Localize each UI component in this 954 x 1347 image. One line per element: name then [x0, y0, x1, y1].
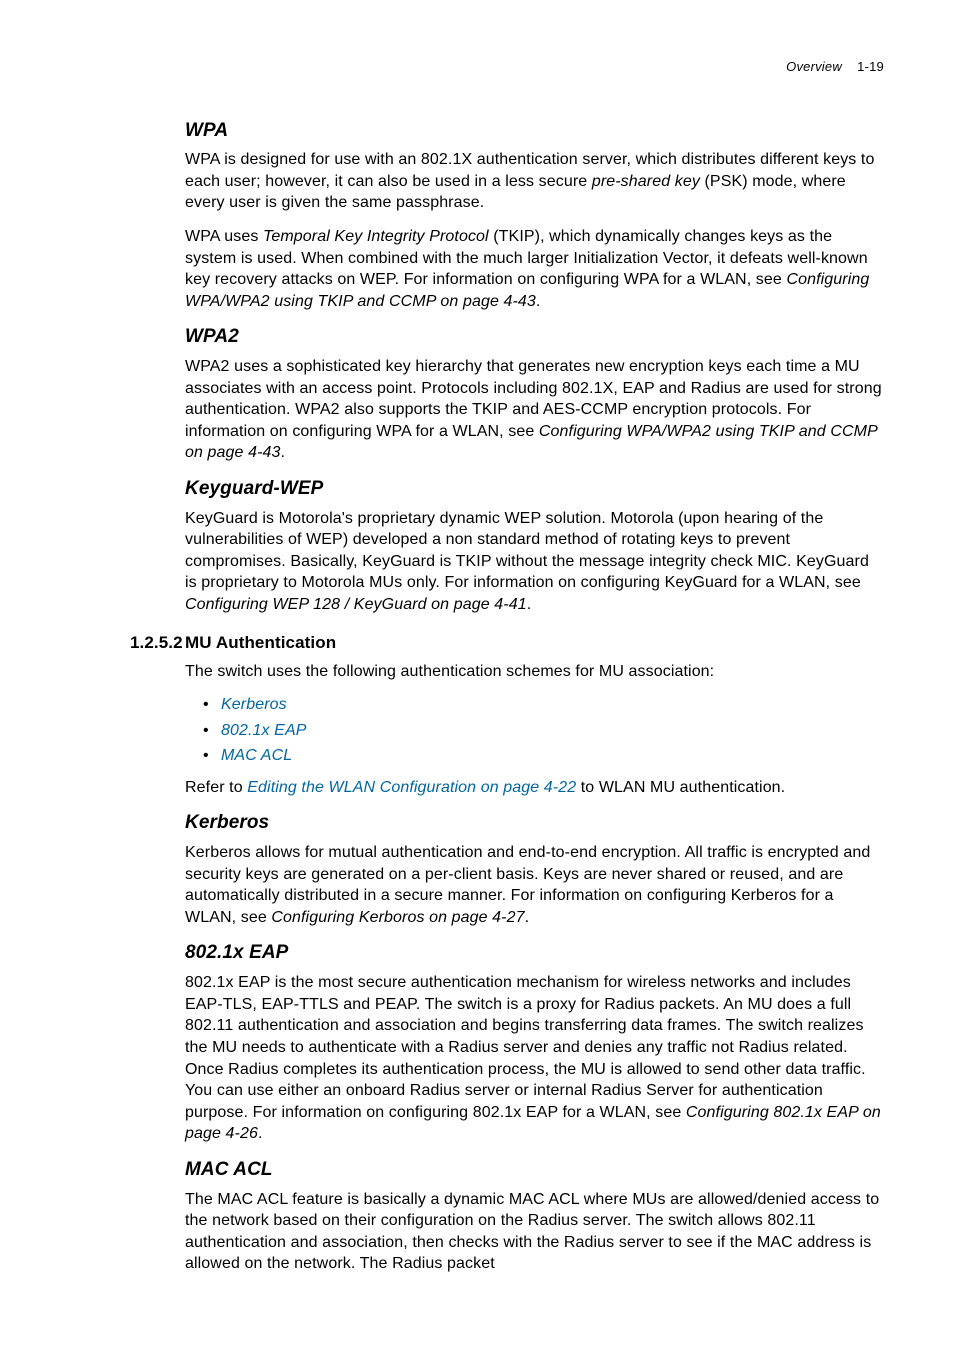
eap-p1: 802.1x EAP is the most secure authentica…: [185, 972, 884, 1145]
wpa-p2: WPA uses Temporal Key Integrity Protocol…: [185, 226, 884, 312]
running-header: Overview 1-19: [70, 58, 884, 76]
content-area: WPA WPA is designed for use with an 802.…: [185, 118, 884, 1275]
muauth-intro: The switch uses the following authentica…: [185, 661, 884, 683]
keyguard-p1-ref: Configuring WEP 128 / KeyGuard on page 4…: [185, 596, 527, 613]
muauth-refer: Refer to Editing the WLAN Configuration …: [185, 777, 884, 799]
link-mac-acl[interactable]: MAC ACL: [203, 745, 884, 767]
muauth-bullet-list: Kerberos 802.1x EAP MAC ACL: [203, 694, 884, 767]
muauth-refer-a: Refer to: [185, 779, 247, 796]
section-number: 1.2.5.2: [130, 632, 185, 655]
wpa-p2-em: Temporal Key Integrity Protocol: [263, 228, 489, 245]
wpa2-p1: WPA2 uses a sophisticated key hierarchy …: [185, 356, 884, 464]
page: Overview 1-19 WPA WPA is designed for us…: [0, 0, 954, 1347]
kerberos-p1: Kerberos allows for mutual authenticatio…: [185, 842, 884, 928]
wpa-p1-em: pre-shared key: [592, 173, 700, 190]
section-mu-auth-header: 1.2.5.2 MU Authentication: [130, 632, 884, 655]
keyguard-p1a: KeyGuard is Motorola's proprietary dynam…: [185, 510, 869, 592]
heading-eap: 802.1x EAP: [185, 940, 884, 966]
heading-kerberos: Kerberos: [185, 810, 884, 836]
muauth-refer-b: to WLAN MU authentication.: [576, 779, 785, 796]
kerberos-p1-ref: Configuring Kerboros on page 4-27: [271, 909, 524, 926]
link-8021x-eap[interactable]: 802.1x EAP: [203, 720, 884, 742]
macacl-p1: The MAC ACL feature is basically a dynam…: [185, 1189, 884, 1275]
header-section: Overview: [786, 59, 842, 74]
section-title: MU Authentication: [185, 632, 336, 655]
wpa-p2c: .: [536, 293, 541, 310]
kerberos-p1b: .: [525, 909, 530, 926]
wpa-p1: WPA is designed for use with an 802.1X a…: [185, 149, 884, 214]
wpa-p2a: WPA uses: [185, 228, 263, 245]
link-kerberos[interactable]: Kerberos: [203, 694, 884, 716]
eap-p1b: .: [258, 1125, 263, 1142]
keyguard-p1: KeyGuard is Motorola's proprietary dynam…: [185, 508, 884, 616]
heading-wpa: WPA: [185, 118, 884, 144]
heading-keyguard: Keyguard-WEP: [185, 476, 884, 502]
wpa2-p1b: .: [281, 444, 286, 461]
link-editing-wlan-config[interactable]: Editing the WLAN Configuration on page 4…: [247, 779, 576, 796]
header-spacer: [846, 59, 854, 74]
heading-wpa2: WPA2: [185, 324, 884, 350]
eap-p1a: 802.1x EAP is the most secure authentica…: [185, 974, 866, 1121]
keyguard-p1b: .: [527, 596, 532, 613]
heading-mac-acl: MAC ACL: [185, 1157, 884, 1183]
header-page: 1-19: [857, 59, 884, 74]
